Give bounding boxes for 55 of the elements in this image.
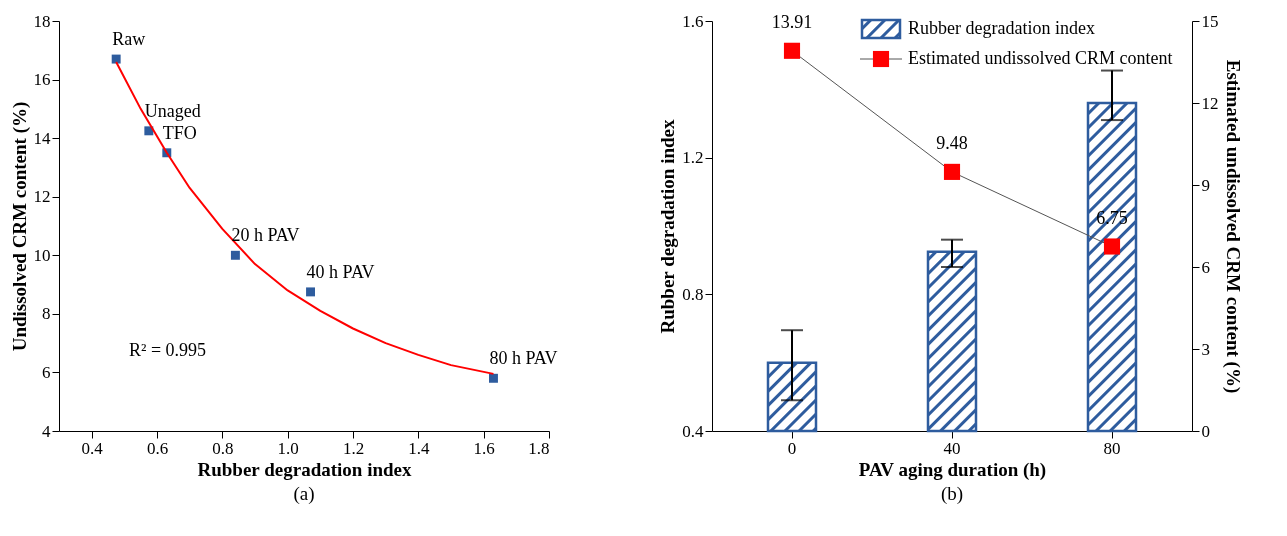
y-tick-label: 4 <box>42 421 51 441</box>
text: (b) <box>940 483 964 505</box>
x-tick-label: 0.8 <box>212 438 234 458</box>
y-axis-title: Undissolved CRM content (%) <box>8 101 31 352</box>
y-tick-label: 14 <box>33 128 51 148</box>
y2-axis-title: Estimated undissolved CRM content (%) <box>1221 59 1244 394</box>
y-tick-label: 0.8 <box>682 284 704 304</box>
y-tick-label: 1.2 <box>682 148 704 168</box>
y-tick-label: 8 <box>42 304 51 324</box>
y2-tick-label: 3 <box>1201 339 1210 359</box>
y-tick-label: 6 <box>42 362 51 382</box>
x-tick-label: 0 <box>787 438 797 458</box>
x-tick-label: 1.0 <box>277 438 299 458</box>
x-tick-label: 0.4 <box>81 438 104 458</box>
y-tick-label: 0.4 <box>682 421 704 441</box>
text: (a) <box>293 483 315 505</box>
y2-tick-label: 6 <box>1201 257 1210 277</box>
data-label: 13.91 <box>771 11 813 32</box>
point <box>488 373 498 383</box>
y-axis-title: Rubber degradation index <box>657 119 679 334</box>
annotation: 40 h PAV <box>306 261 375 282</box>
point <box>111 54 121 64</box>
annotation: 20 h PAV <box>231 225 300 246</box>
x-tick-label: 1.8 <box>528 438 550 458</box>
legend-label: Estimated undissolved CRM content <box>908 48 1173 68</box>
x-tick-label: 1.6 <box>473 438 495 458</box>
y-tick-label: 12 <box>33 187 51 207</box>
annotation: Unaged <box>144 100 201 121</box>
annotation: Raw <box>112 29 146 50</box>
x-tick-label: 1.4 <box>408 438 430 458</box>
data-label: 9.48 <box>936 132 968 153</box>
annotation: 80 h PAV <box>489 348 558 369</box>
point <box>144 126 154 136</box>
annotation: R² = 0.995 <box>129 340 207 360</box>
point <box>943 163 961 180</box>
point <box>783 42 801 59</box>
y-tick-label: 1.6 <box>682 11 704 31</box>
x-axis-title: PAV aging duration (h) <box>858 458 1047 481</box>
point <box>1103 238 1121 255</box>
y2-tick-label: 12 <box>1201 93 1219 113</box>
x-tick-label: 80 <box>1103 438 1121 458</box>
x-tick-label: 40 <box>943 438 961 458</box>
legend-label: Rubber degradation index <box>908 18 1095 38</box>
y2-tick-label: 9 <box>1201 175 1210 195</box>
y2-tick-label: 0 <box>1201 421 1210 441</box>
annotation: TFO <box>162 122 197 143</box>
x-tick-label: 1.2 <box>342 438 365 458</box>
y-tick-label: 16 <box>33 70 51 90</box>
y-tick-label: 10 <box>33 245 51 265</box>
point <box>306 287 316 297</box>
x-axis-title: Rubber degradation index <box>197 458 412 480</box>
y-tick-label: 18 <box>33 11 51 31</box>
point <box>230 250 240 260</box>
x-tick-label: 0.6 <box>146 438 169 458</box>
y2-tick-label: 15 <box>1201 11 1219 31</box>
